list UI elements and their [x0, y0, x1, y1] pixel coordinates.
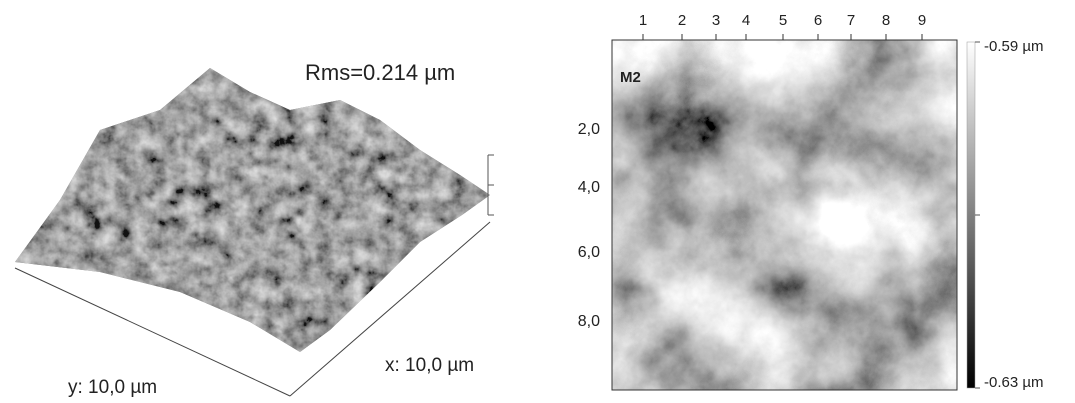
y-label: y: 10,0 µm	[68, 377, 157, 398]
left-tick-label: 4,0	[578, 179, 600, 196]
top-tick-label: 5	[779, 12, 787, 29]
left-tick-label: 8,0	[578, 313, 600, 330]
colorbar-min: -0.63 µm	[984, 374, 1044, 391]
top-tick-label: 8	[882, 12, 890, 29]
top-tick-label: 2	[678, 12, 686, 29]
height-map-panel: M2 -0.59 µm -0.63 µm 1 2 3 4 5 6 7 8 9 2,0 4,0 6,0 8…	[578, 12, 1044, 391]
top-tick-label: 1	[639, 12, 647, 29]
left-tick-label: 6,0	[578, 244, 600, 261]
colorbar-max: -0.59 µm	[984, 38, 1044, 55]
left-tick-label: 2,0	[578, 121, 600, 138]
colorbar	[967, 42, 975, 388]
rms-label: Rms=0.214 µm	[305, 60, 455, 85]
surface-panel: Rms=0.214 µm y: 10,0 µm x: 10,0 µm	[15, 60, 494, 398]
height-map	[612, 40, 957, 390]
x-label: x: 10,0 µm	[385, 355, 474, 376]
z-scale	[488, 155, 494, 215]
figure: Rms=0.214 µm y: 10,0 µm x: 10,0 µm M2 -0…	[0, 0, 1075, 403]
top-tick-label: 7	[847, 12, 855, 29]
surface-texture	[15, 68, 490, 352]
panel-label: M2	[620, 69, 641, 86]
top-tick-label: 6	[814, 12, 822, 29]
top-tick-label: 9	[918, 12, 926, 29]
top-tick-label: 4	[742, 12, 750, 29]
top-tick-label: 3	[712, 12, 720, 29]
